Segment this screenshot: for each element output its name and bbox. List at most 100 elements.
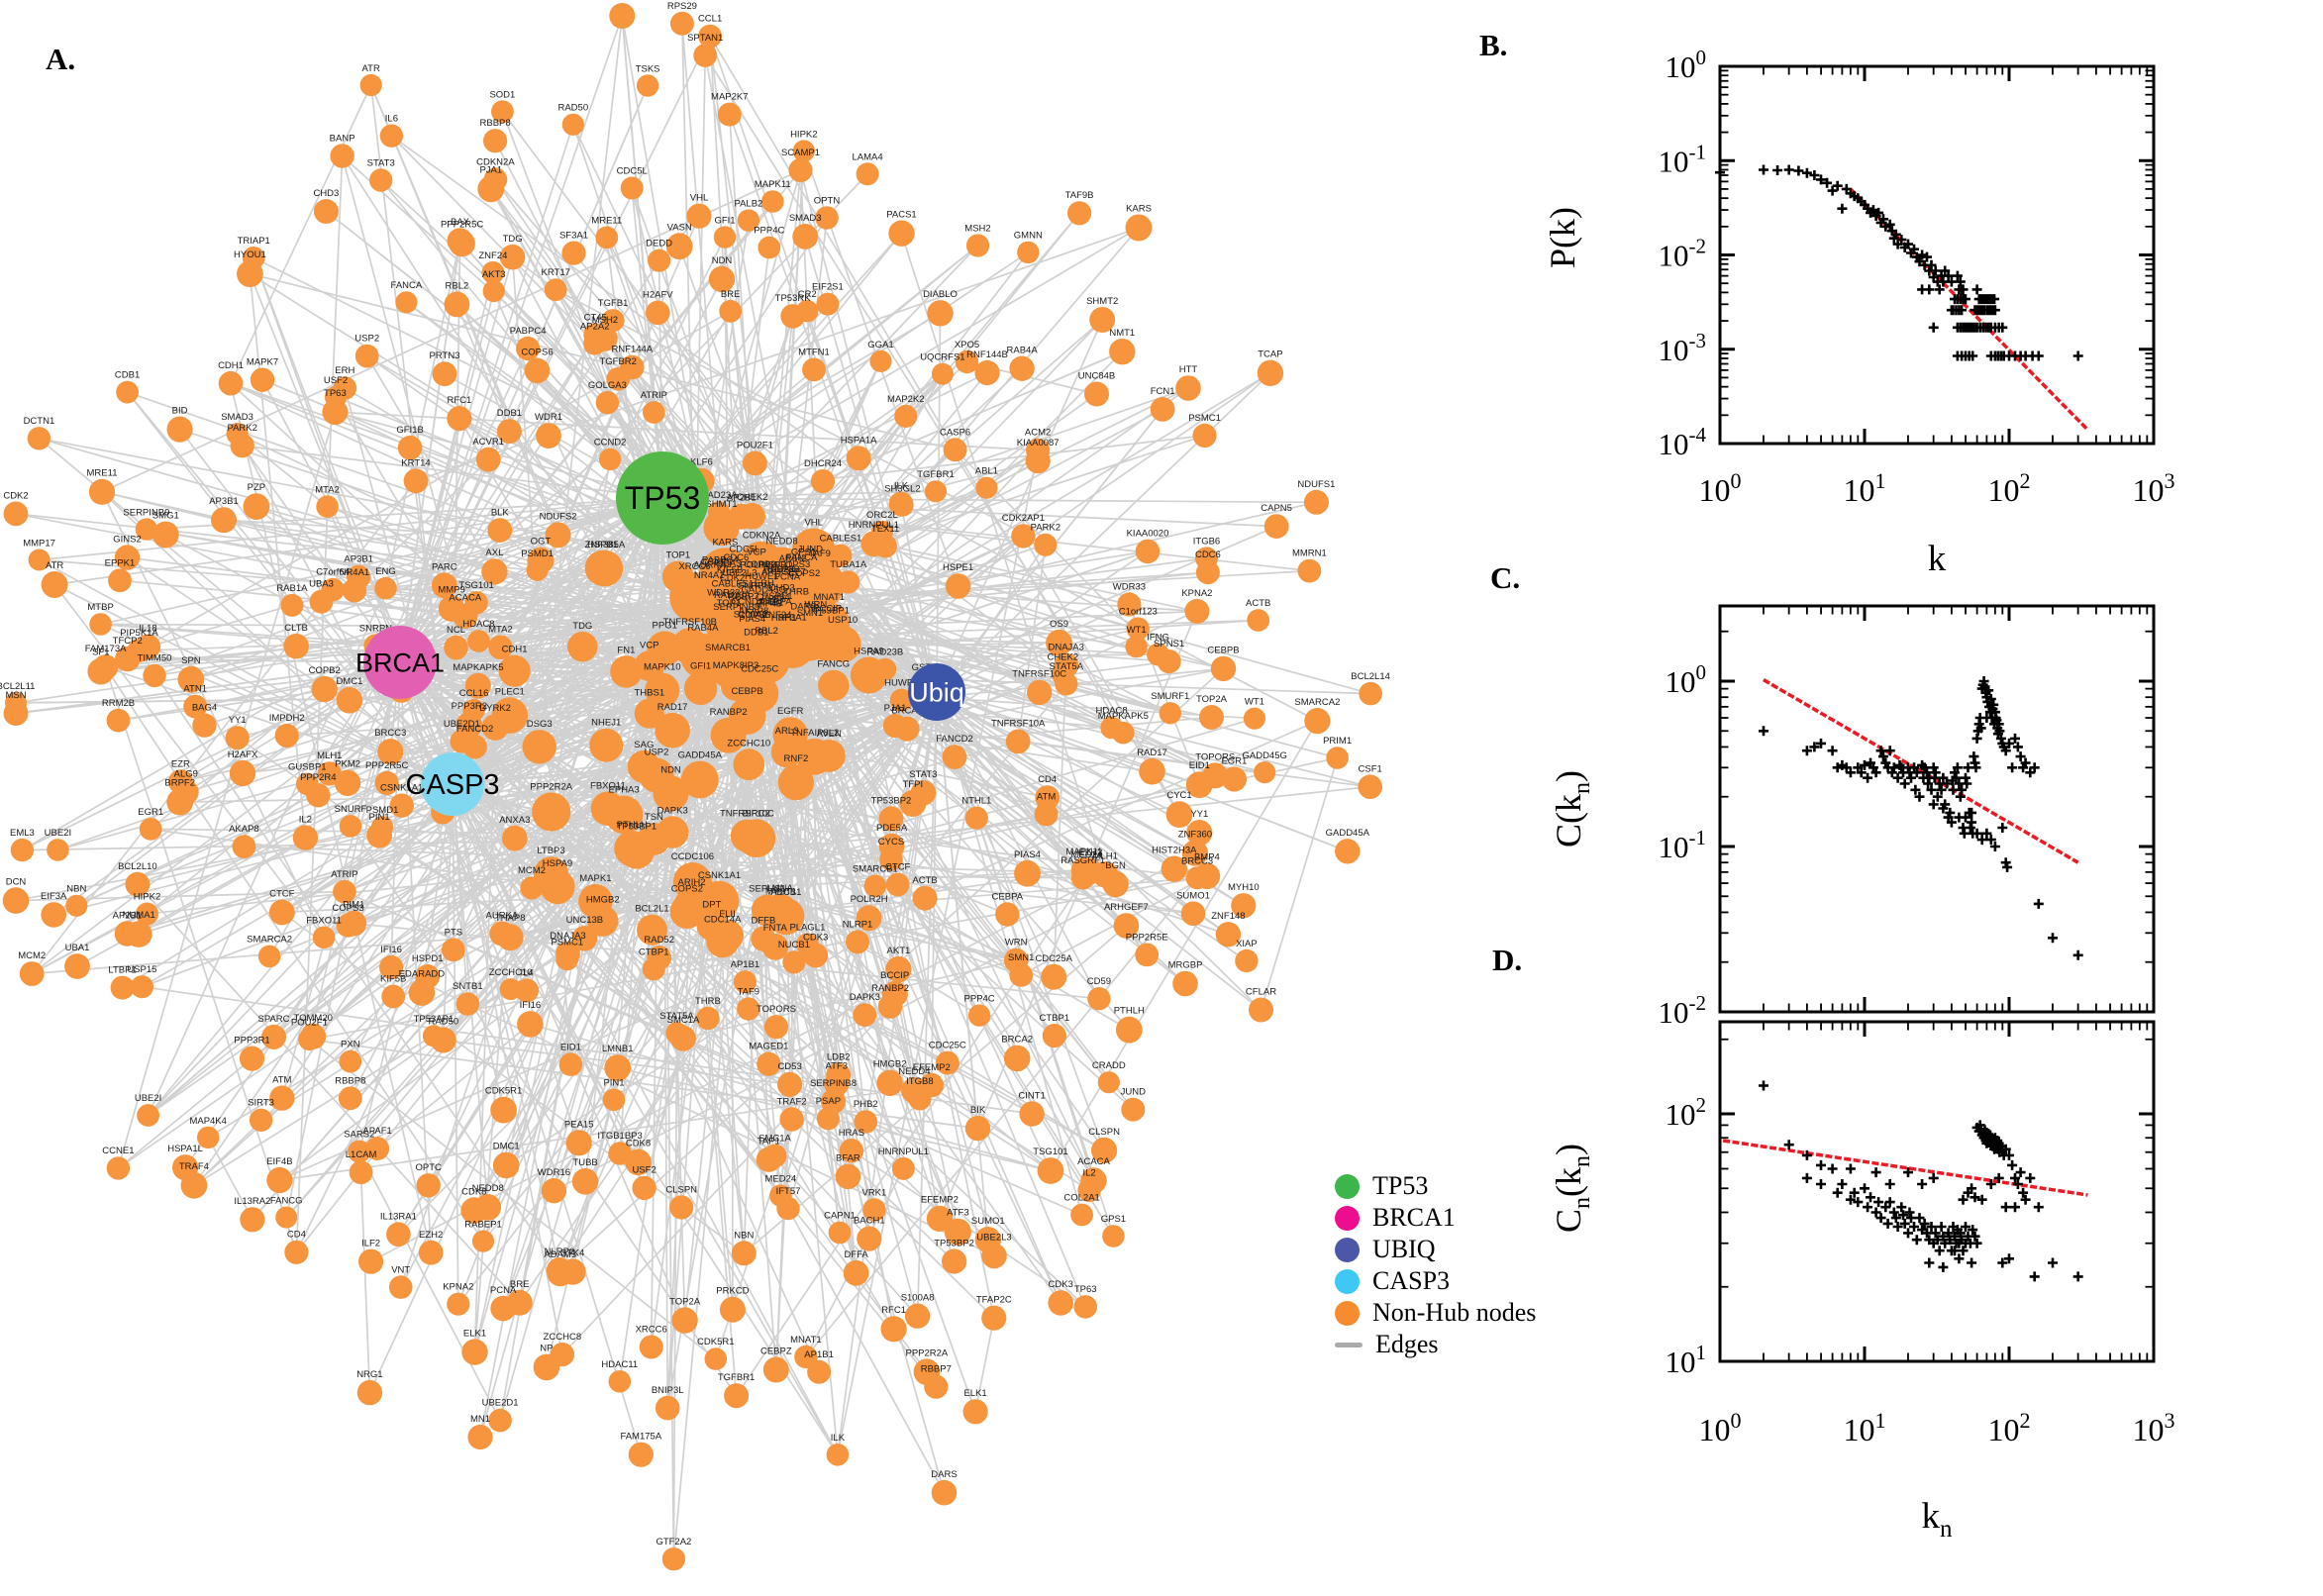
gene-node [403,468,429,494]
gene-node [944,1218,971,1246]
gene-node-label: CCL16 [459,688,489,699]
network-edge [104,666,484,1243]
gene-node [1249,997,1273,1023]
gene-node-label: SMC1A [758,1134,791,1145]
gene-node-label: SF1 [92,648,109,658]
gene-node-label: SH3GL2 [884,483,920,494]
gene-node-label: TGFBR1 [718,1372,755,1383]
gene-node [888,220,915,247]
gene-node-label: ZNF24 [762,610,791,621]
network-edge [138,649,560,1271]
gene-node-label: NDUFS2 [540,511,577,522]
gene-node [334,769,361,796]
gene-node-label: MRGBP [1168,960,1203,971]
gene-node-label: SMARCB1 [853,864,898,875]
gene-node [826,1444,850,1466]
network-edge [936,691,1265,773]
gene-node [665,1022,688,1045]
gene-node-label: AURKA [486,910,519,921]
gene-node-label: H2AFX [228,749,258,760]
gene-node-label: DPT [702,900,721,911]
network-edge [741,373,944,518]
gene-node [1084,381,1109,407]
gene-node-label: FANCA [786,552,818,563]
gene-node [891,1156,915,1180]
gene-node [218,370,244,396]
gene-node-label: TOMM20 [293,1013,332,1024]
gene-node [416,1173,441,1198]
gene-node-label: KARS [712,537,738,548]
gene-node-label: AP2B1 [727,493,757,504]
gene-node-label: HSPD1 [412,953,444,964]
network-edge [15,661,401,715]
gene-node [1254,761,1276,784]
gene-node-label: TGFB1 [598,298,629,309]
gene-node-label: TAP1 [758,1137,780,1147]
gene-node-label: NCL [447,625,465,636]
gene-node [482,279,505,303]
gene-node-label: TDG [503,234,523,245]
gene-node-label: CDC6 [1195,549,1221,560]
gene-node-label: OS9 [1050,619,1068,630]
gene-node-label: NR4A1 [340,567,370,578]
gene-node [292,825,319,850]
gene-node-label: SMARCA2 [247,935,292,946]
gene-node-label: SNRPN [738,581,770,592]
gene-node-label: S100A8 [901,1293,935,1304]
gene-node [532,792,571,832]
gene-node [761,933,789,960]
gene-node-label: FBXO11 [590,780,626,791]
gene-node-label: TFCP2 [113,636,143,647]
network-edge [147,587,387,1116]
gene-node [876,1069,903,1097]
gene-node-label: KRT17 [541,267,569,278]
gene-node-label: PPP3R1 [234,1036,269,1047]
gene-node-label: EML3 [10,828,35,839]
gene-node [935,1050,960,1075]
gene-node-label: BANP [330,133,355,144]
gene-node [1009,963,1034,987]
panel-b-ytick-label: 10-3 [1659,329,1707,367]
network-edge [724,237,839,1455]
gene-node [92,654,119,680]
gene-node [1115,1016,1143,1044]
gene-node [240,1207,265,1233]
gene-node [704,1347,728,1370]
network-edge [452,515,754,785]
gene-node-label: GOLGA3 [588,380,627,391]
gene-node-label: LTBP3 [537,846,564,856]
gene-node-label: UBE2L3 [722,568,757,579]
gene-node [499,244,526,270]
gene-node-label: THBS1 [634,688,664,699]
network-edge [501,535,1024,935]
gene-node-label: DEDD [646,239,672,249]
gene-node-label: XRCC6 [636,1324,667,1335]
network-edge [399,661,989,1241]
gene-node [601,309,625,333]
gene-node [881,980,908,1008]
legend-circle-swatch [1335,1268,1360,1294]
gene-node-label: DHCR24 [804,458,842,469]
panel-c-ytick-label: 10-2 [1659,991,1707,1030]
legend-item-label: BRCA1 [1372,1203,1456,1232]
gene-node [583,323,608,348]
network-edge [399,15,624,663]
gene-node-label: CDK2 [3,491,28,502]
panel-d-frame [1718,1020,2156,1363]
gene-node [365,1137,390,1161]
gene-node-label: POU2F1 [291,1018,328,1029]
gene-node-label: HYOU1 [234,249,266,260]
gene-node-label: RRM2B [102,698,135,709]
gene-node-label: ACACA [1077,1156,1110,1167]
network-edge [936,691,1262,1011]
panel-b-points [1715,164,2083,361]
gene-node [379,124,404,148]
gene-node [389,793,414,818]
gene-node [359,73,382,97]
gene-node [491,100,514,124]
gene-node [743,450,767,476]
gene-node-label: RNF2 [783,753,808,764]
gene-node [643,401,665,424]
gene-node [268,899,295,926]
